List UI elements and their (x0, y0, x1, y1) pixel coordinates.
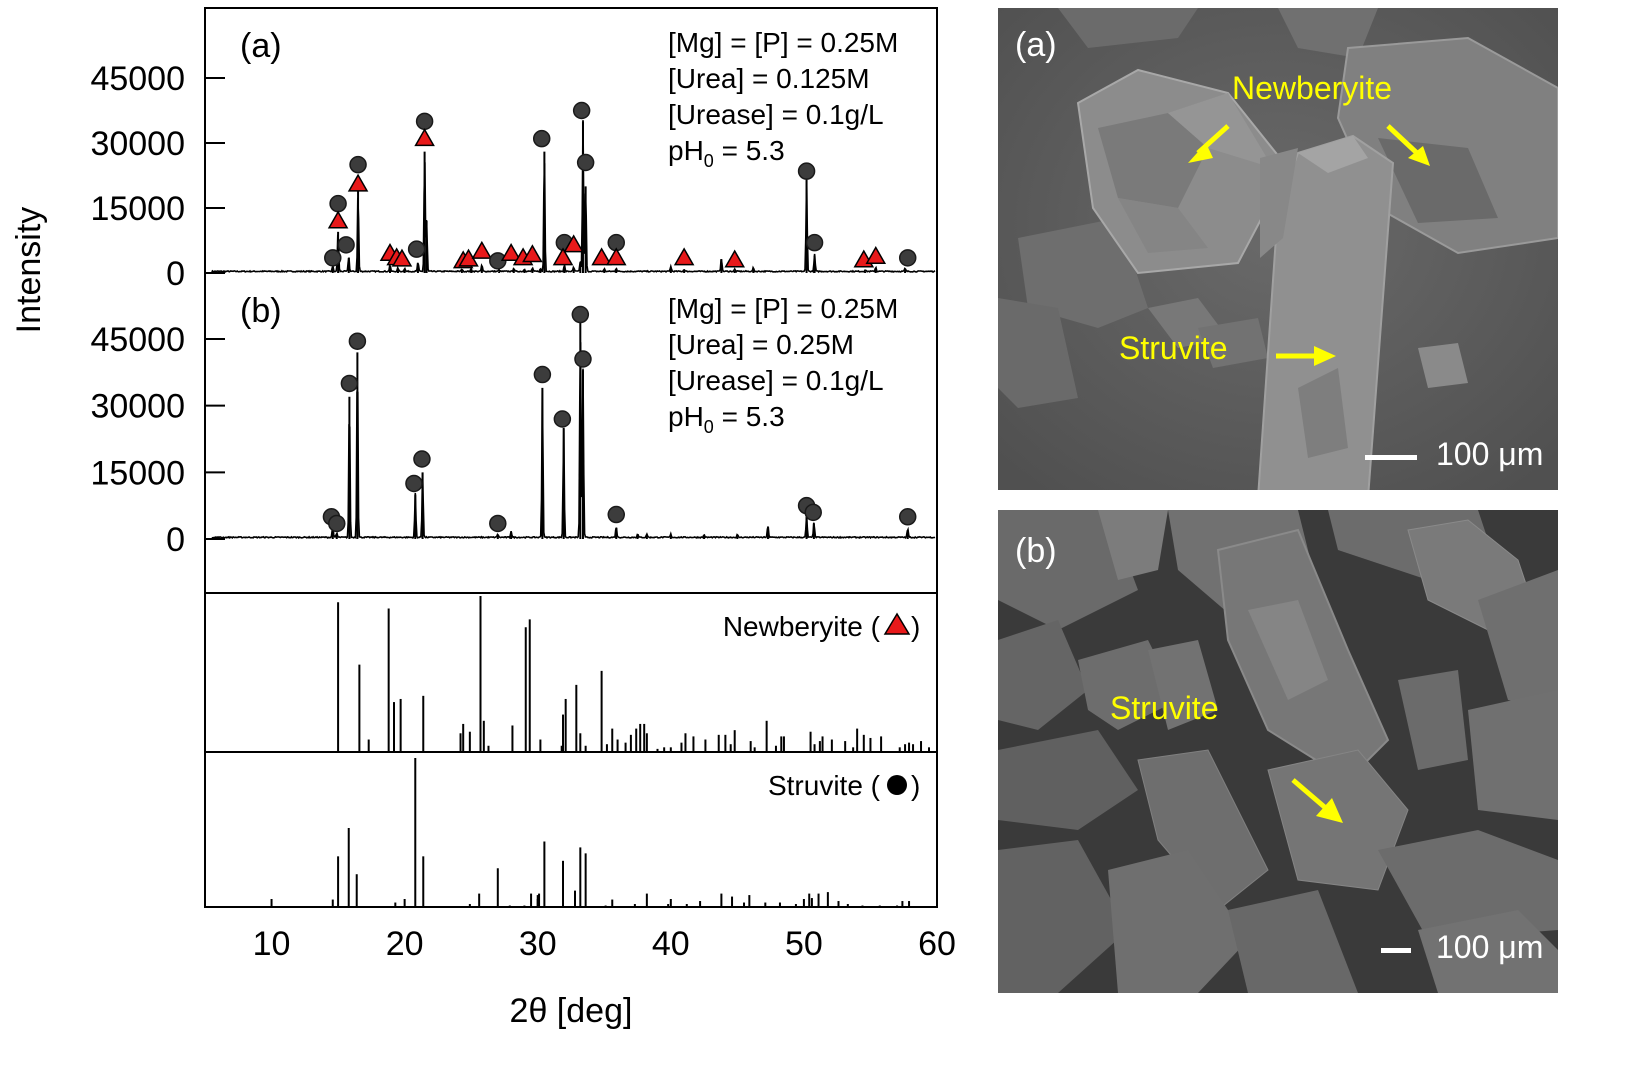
panel-label-b: (b) (240, 292, 282, 330)
newberyite-marker (724, 249, 745, 268)
y-tick-label-b-30000: 30000 (90, 388, 185, 426)
legend-circle-icon (887, 775, 907, 795)
y-tick-label-a-30000: 30000 (90, 125, 185, 163)
struvite-marker (797, 162, 816, 180)
axes: 10 20 30 40 50 60 2θ [deg] Intensity (10, 207, 956, 1030)
newberyite-marker (347, 173, 369, 192)
condition-b-0: [Mg] = [P] = 0.25M (668, 293, 898, 324)
x-tick-label-40: 40 (652, 925, 690, 963)
y-tick-label-a-15000: 15000 (90, 190, 185, 228)
struvite-marker (533, 365, 552, 384)
x-tick-label-20: 20 (386, 925, 424, 963)
sem-a-label-newberyite: Newberyite (1232, 70, 1393, 106)
newberyite-marker (522, 244, 543, 263)
sem-b-scale-text: 100 μm (1436, 929, 1544, 965)
struvite-marker (532, 129, 551, 148)
y-tick-label-a-0: 0 (166, 255, 185, 293)
struvite-marker (329, 194, 347, 213)
y-tick-label-b-0: 0 (166, 521, 185, 559)
sem-a-scale-bar (1365, 455, 1417, 460)
sem-image-b: (b) Struvite 100 μm (998, 510, 1558, 993)
struvite-marker (574, 350, 592, 368)
struvite-marker (324, 249, 342, 267)
panel-label-a: (a) (240, 27, 282, 65)
struvite-marker (340, 374, 359, 393)
newberyite-marker (865, 246, 887, 265)
sem-image-a-graphic (998, 8, 1558, 490)
struvite-marker (898, 508, 917, 526)
newberyite-marker (391, 248, 413, 267)
sem-a-scale-text: 100 μm (1436, 436, 1544, 472)
x-tick-label-30: 30 (519, 925, 557, 963)
condition-a-0: [Mg] = [P] = 0.25M (668, 27, 898, 58)
y-tick-label-a-45000: 45000 (90, 60, 185, 98)
reference-label-newberyite: Newberyite ( (723, 611, 881, 642)
newberyite-marker (563, 234, 584, 253)
condition-b-2: [Urease] = 0.1g/L (668, 365, 884, 396)
reference-panels: Newberyite ()Struvite () (331, 596, 931, 907)
struvite-marker (407, 240, 426, 258)
newberyite-marker (673, 247, 695, 266)
y-axis-label: Intensity (10, 207, 48, 334)
y-tick-label-b-15000: 15000 (90, 454, 185, 492)
newberyite-marker (605, 247, 627, 266)
struvite-marker (328, 514, 346, 533)
xrd-panel-b: 0 15000 30000 45000 (b) [Mg] = [P] = 0.25M [Ur… (90, 292, 936, 559)
arrow-newberyite-right (1386, 124, 1420, 156)
x-tick-label-50: 50 (785, 925, 823, 963)
condition-a-1: [Urea] = 0.125M (668, 63, 870, 94)
reference-label-close-struvite: ) (911, 770, 920, 801)
condition-b-1: [Urea] = 0.25M (668, 329, 854, 360)
struvite-marker (413, 450, 431, 468)
newberyite-marker (591, 247, 612, 266)
newberyite-marker (414, 128, 435, 147)
condition-b-3: pH0 = 5.3 (668, 401, 785, 437)
arrow-struvite-b (1291, 778, 1330, 812)
y-tick-label-b-45000: 45000 (90, 321, 185, 359)
struvite-marker (337, 236, 355, 254)
struvite-marker (348, 332, 367, 350)
sem-image-b-graphic (998, 510, 1558, 993)
struvite-marker (576, 153, 595, 172)
xrd-chart: 0 15000 30000 45000 (a) [Mg] = [P] = 0.25M [Ur… (10, 7, 956, 1030)
reference-struvite: Struvite () (331, 758, 920, 907)
struvite-marker (553, 410, 572, 428)
struvite-marker (489, 514, 507, 533)
plot-frame (204, 7, 938, 908)
sem-b-panel-label: (b) (1015, 532, 1057, 570)
struvite-marker (405, 474, 423, 493)
struvite-marker (415, 112, 434, 131)
condition-a-3: pH0 = 5.3 (668, 135, 785, 171)
struvite-marker (805, 233, 824, 252)
struvite-marker (349, 155, 367, 174)
x-tick-label-60: 60 (918, 925, 956, 963)
struvite-marker (571, 305, 590, 324)
newberyite-marker (500, 242, 522, 261)
reference-newberyite: Newberyite () (337, 596, 931, 752)
struvite-marker (804, 503, 822, 522)
xrd-panel-a: 0 15000 30000 45000 (a) [Mg] = [P] = 0.25M [Ur… (90, 27, 936, 293)
legend-triangle-icon (883, 612, 911, 635)
reference-label-struvite: Struvite ( (768, 770, 881, 801)
newberyite-marker (327, 210, 349, 229)
newberyite-marker (552, 247, 574, 266)
reference-label-close-newberyite: ) (911, 611, 920, 642)
newberyite-marker (471, 240, 493, 259)
sem-image-a: (a) Newberyite Struvite 100 μm (998, 8, 1558, 490)
condition-a-2: [Urease] = 0.1g/L (668, 99, 884, 130)
sem-a-panel-label: (a) (1015, 26, 1057, 64)
chart-panels: 0 15000 30000 45000 (a) [Mg] = [P] = 0.25M [Ur… (90, 27, 936, 559)
struvite-marker (572, 101, 591, 120)
x-axis-label: 2θ [deg] (510, 992, 633, 1030)
sem-a-label-struvite: Struvite (1119, 330, 1228, 366)
struvite-marker (898, 249, 917, 267)
sem-b-label-struvite: Struvite (1110, 690, 1219, 726)
struvite-marker (607, 505, 626, 524)
sem-b-scale-bar (1381, 948, 1411, 953)
x-tick-label-10: 10 (253, 925, 291, 963)
